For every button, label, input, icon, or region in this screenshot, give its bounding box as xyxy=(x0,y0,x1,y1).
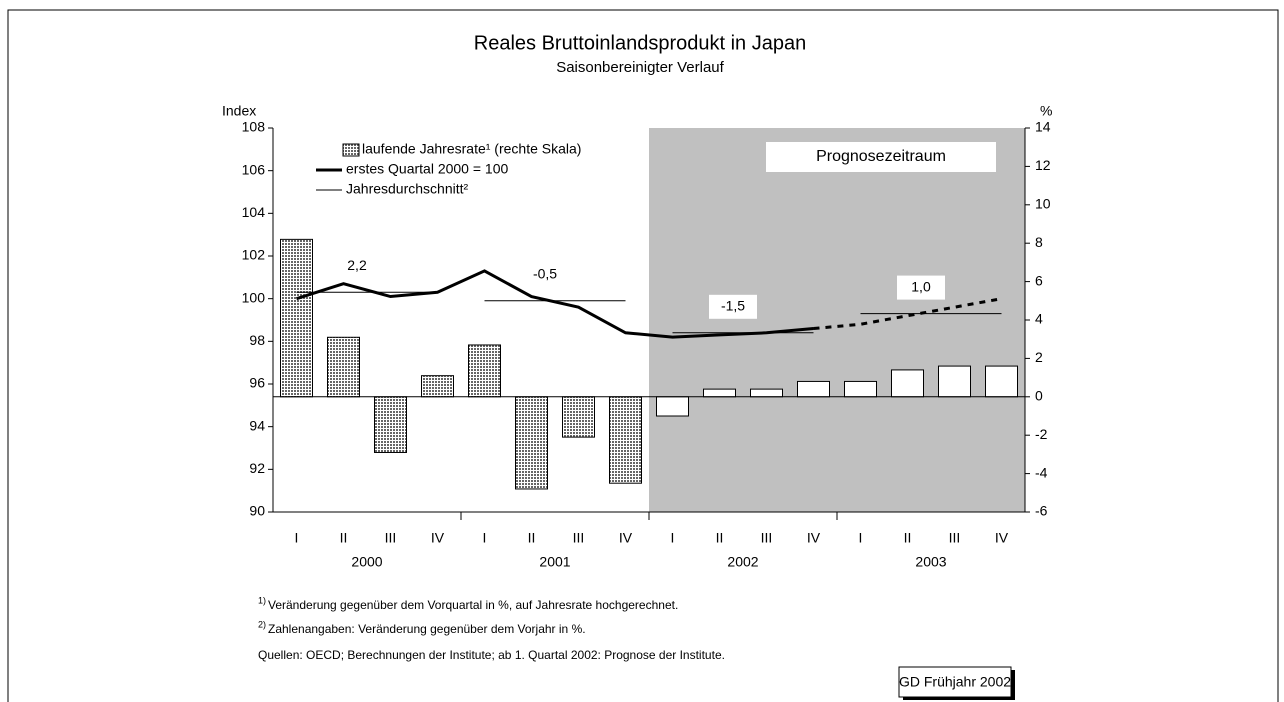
legend-label: Jahresdurchschnitt² xyxy=(346,181,469,197)
x-tick-label: II xyxy=(340,530,348,546)
bar xyxy=(421,375,454,398)
y-tick-label: 92 xyxy=(249,460,265,476)
bar xyxy=(515,396,548,490)
bar xyxy=(562,396,595,438)
badge-box xyxy=(898,666,1012,698)
annotation-box xyxy=(897,275,945,300)
x-tick-label: III xyxy=(761,530,773,546)
year-label: 2003 xyxy=(915,554,946,570)
footnote-marker: 2) xyxy=(258,619,266,629)
frame xyxy=(7,9,1279,702)
annotation: -0,5 xyxy=(533,266,557,282)
x-tick-label: I xyxy=(295,530,299,546)
annotation: -1,5 xyxy=(721,298,745,314)
bar xyxy=(797,380,830,398)
bar xyxy=(703,388,736,398)
bar xyxy=(750,388,783,398)
bar xyxy=(327,336,360,398)
legend-label: erstes Quartal 2000 = 100 xyxy=(346,161,508,177)
y2-tick-label: 0 xyxy=(1035,388,1043,404)
bar xyxy=(985,365,1018,398)
x-tick-label: III xyxy=(573,530,585,546)
index-line-forecast xyxy=(813,297,1002,331)
x-tick-label: I xyxy=(859,530,863,546)
y2-tick-label: -4 xyxy=(1035,464,1048,480)
y-tick-label: 102 xyxy=(242,247,266,263)
bar xyxy=(280,238,313,398)
x-tick-label: I xyxy=(671,530,675,546)
y2-tick-label: 8 xyxy=(1035,234,1043,250)
y2-tick-label: 10 xyxy=(1035,196,1051,212)
x-tick-label: IV xyxy=(619,530,633,546)
x-tick-label: IV xyxy=(431,530,445,546)
x-tick-label: III xyxy=(385,530,397,546)
x-tick-label: I xyxy=(483,530,487,546)
forecast-area xyxy=(649,128,1025,512)
bar xyxy=(891,369,924,398)
y2-axis-label: % xyxy=(1040,103,1052,119)
x-tick-label: II xyxy=(528,530,536,546)
bar xyxy=(468,344,501,398)
x-tick-label: III xyxy=(949,530,961,546)
annotation: 1,0 xyxy=(911,278,931,294)
year-label: 2002 xyxy=(727,554,758,570)
bar xyxy=(844,380,877,398)
forecast-label-box xyxy=(766,142,996,172)
footnote-marker: 1) xyxy=(258,595,266,605)
y-axis-label: Index xyxy=(222,103,256,119)
y-tick-label: 104 xyxy=(242,204,266,220)
footnote: Veränderung gegenüber dem Vorquartal in … xyxy=(268,598,678,612)
y-tick-label: 96 xyxy=(249,375,265,391)
y-tick-label: 108 xyxy=(242,119,266,135)
y-tick-label: 90 xyxy=(249,503,265,519)
y2-tick-label: 12 xyxy=(1035,157,1051,173)
y-tick-label: 98 xyxy=(249,332,265,348)
badge: GD Frühjahr 2002 xyxy=(899,674,1011,690)
x-tick-label: IV xyxy=(807,530,821,546)
bar xyxy=(374,396,407,453)
y2-tick-label: -6 xyxy=(1035,503,1048,519)
y2-tick-label: -2 xyxy=(1035,426,1048,442)
x-tick-label: II xyxy=(904,530,912,546)
source: Quellen: OECD; Berechnungen der Institut… xyxy=(258,648,725,662)
y2-tick-label: 4 xyxy=(1035,311,1043,327)
y2-tick-label: 14 xyxy=(1035,119,1051,135)
footnote: Zahlenangaben: Veränderung gegenüber dem… xyxy=(268,622,586,636)
annotation-box xyxy=(709,294,757,319)
y2-tick-label: 2 xyxy=(1035,349,1043,365)
chart-title: Reales Bruttoinlandsprodukt in Japan xyxy=(474,32,806,54)
forecast-label: Prognosezeitraum xyxy=(816,148,946,165)
legend-label: laufende Jahresrate¹ (rechte Skala) xyxy=(362,141,581,157)
chart-subtitle: Saisonbereinigter Verlauf xyxy=(556,59,724,76)
index-line xyxy=(296,269,814,339)
annotation: 2,2 xyxy=(347,257,367,273)
y-tick-label: 100 xyxy=(242,289,266,305)
bar xyxy=(656,396,689,417)
legend-swatch xyxy=(342,143,360,157)
x-tick-label: IV xyxy=(995,530,1009,546)
year-label: 2001 xyxy=(539,554,570,570)
x-tick-label: II xyxy=(716,530,724,546)
year-label: 2000 xyxy=(351,554,382,570)
y2-tick-label: 6 xyxy=(1035,272,1043,288)
y-tick-label: 94 xyxy=(249,417,265,433)
y-tick-label: 106 xyxy=(242,161,266,177)
bar xyxy=(609,396,642,484)
bar xyxy=(938,365,971,398)
